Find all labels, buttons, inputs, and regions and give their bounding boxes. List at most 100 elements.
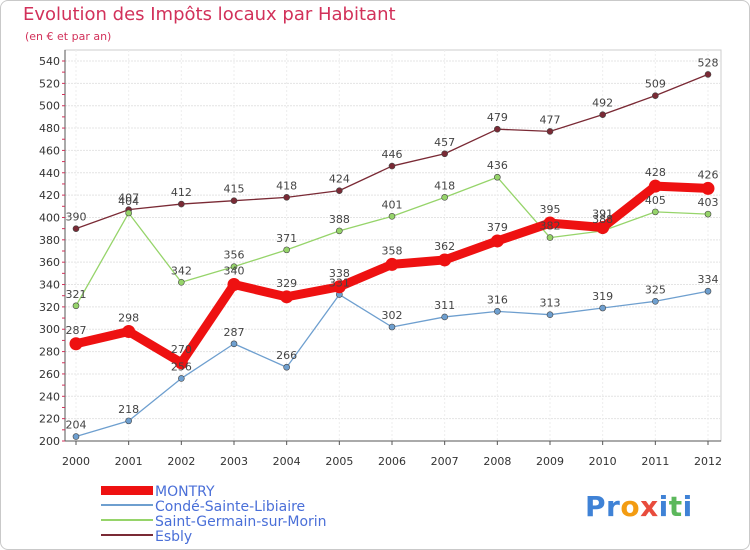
data-point (494, 125, 501, 133)
data-label: 426 (698, 168, 719, 181)
logo-letter: i (658, 490, 669, 523)
y-tick-label: 380 (39, 234, 60, 247)
data-label: 418 (276, 179, 297, 192)
data-point (125, 209, 132, 217)
data-label: 415 (224, 183, 245, 196)
x-tick-label: 2009 (536, 455, 564, 468)
data-point (599, 304, 606, 312)
y-tick-label: 360 (39, 256, 60, 269)
data-point (441, 150, 448, 158)
data-label: 388 (592, 213, 613, 226)
data-label: 405 (645, 194, 666, 207)
data-label: 407 (118, 192, 139, 205)
data-point (230, 197, 238, 205)
data-label: 509 (645, 78, 666, 91)
data-label: 528 (698, 56, 719, 69)
logo-letter: r (606, 490, 621, 523)
chart-subtitle: (en € et par an) (25, 30, 112, 43)
x-tick-label: 2010 (589, 455, 617, 468)
y-tick-label: 300 (39, 323, 60, 336)
x-tick-label: 2005 (325, 455, 353, 468)
data-point (546, 311, 554, 319)
data-label: 457 (434, 136, 455, 149)
legend-item-esbly: Esbly (101, 530, 327, 545)
x-tick-label: 2007 (431, 455, 459, 468)
data-label: 371 (276, 232, 297, 245)
data-labels: 390 407 412 415 418 424 446 457 479 477 492 509 528 3… (66, 56, 719, 431)
x-tick-label: 2001 (115, 455, 143, 468)
y-tick-label: 420 (39, 189, 60, 202)
data-point (599, 111, 606, 118)
data-label: 436 (487, 159, 508, 172)
data-point (388, 213, 396, 220)
data-label: 418 (434, 179, 455, 192)
y-tick-label: 520 (39, 77, 60, 90)
data-point (441, 194, 448, 201)
data-point (494, 308, 501, 315)
data-label: 204 (66, 419, 87, 432)
data-label: 404 (118, 195, 139, 208)
y-tick-label: 460 (39, 144, 60, 157)
data-point (174, 356, 188, 370)
data-point (388, 323, 396, 331)
y-tick-label: 200 (39, 435, 60, 448)
y-tick-label: 440 (39, 167, 60, 180)
data-point (704, 287, 712, 295)
y-tick-label: 400 (39, 211, 60, 224)
data-point (125, 417, 132, 425)
data-label: 313 (540, 297, 561, 310)
data-point (385, 257, 399, 271)
data-label: 287 (66, 324, 87, 337)
data-label: 319 (592, 290, 613, 303)
data-label: 342 (171, 264, 192, 277)
data-label: 428 (645, 166, 666, 179)
data-label: 316 (487, 293, 508, 306)
legend-item-conde: Condé-Sainte-Libiaire (101, 500, 327, 515)
data-point (388, 162, 396, 170)
legend-label-saint-germain: Saint-Germain-sur-Morin (155, 514, 327, 530)
data-label: 382 (540, 220, 561, 233)
data-label: 391 (592, 208, 613, 221)
axes: 200 220 240 260 280 300 320 340 360 380 400 420 440 4… (39, 50, 722, 468)
x-tick-label: 2003 (220, 455, 248, 468)
data-label: 321 (66, 288, 87, 301)
data-point (652, 92, 659, 99)
legend-swatch-conde (101, 504, 153, 506)
data-label: 266 (276, 349, 297, 362)
data-label: 479 (487, 111, 508, 124)
x-tick-label: 2000 (62, 455, 90, 468)
data-point (72, 225, 80, 232)
data-label: 311 (434, 299, 455, 312)
data-point (72, 302, 80, 310)
data-point (494, 173, 501, 181)
data-point (704, 210, 712, 218)
y-tick-label: 340 (39, 279, 60, 292)
data-label: 401 (382, 198, 403, 211)
data-point (283, 363, 290, 371)
y-tick-label: 540 (39, 55, 60, 68)
data-label: 390 (66, 211, 87, 224)
logo-letter: o (620, 490, 641, 523)
data-point (178, 375, 185, 382)
x-tick-label: 2006 (378, 455, 406, 468)
legend-item-montry: MONTRY (101, 485, 327, 500)
y-tick-label: 220 (39, 413, 60, 426)
data-point (701, 181, 715, 195)
data-label: 329 (276, 277, 297, 290)
y-tick-label: 480 (39, 122, 60, 135)
data-point (441, 313, 448, 321)
proxiti-logo: Proxiti (585, 490, 693, 523)
data-point (596, 221, 610, 235)
data-point (178, 278, 185, 286)
data-label: 287 (224, 326, 245, 339)
data-point (69, 337, 83, 351)
data-point (332, 280, 346, 294)
x-tick-label: 2004 (273, 455, 301, 468)
x-tick-label: 2011 (641, 455, 669, 468)
legend-label-montry: MONTRY (155, 484, 215, 500)
data-label: 424 (329, 173, 350, 186)
data-point (122, 324, 136, 338)
logo-letter: i (682, 490, 693, 523)
data-point (283, 246, 290, 254)
